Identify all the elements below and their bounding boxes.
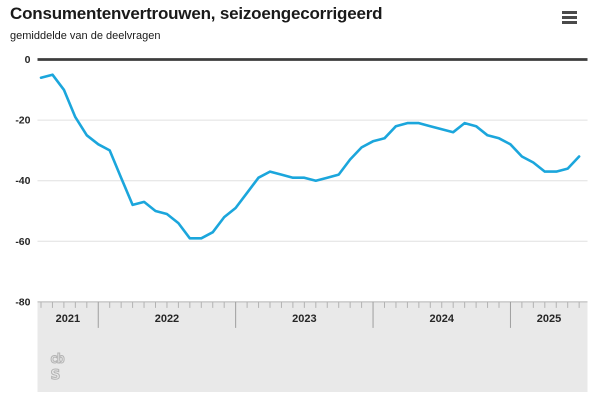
chart-title: Consumentenvertrouwen, seizoengecorrigee… bbox=[10, 4, 383, 23]
chart-subtitle: gemiddelde van de deelvragen bbox=[10, 30, 161, 42]
confidence-line bbox=[39, 73, 581, 240]
x-axis-panel bbox=[37, 301, 588, 392]
hamburger-icon bbox=[562, 20, 577, 24]
cbs-logo-cb: cb bbox=[50, 352, 65, 367]
chart-menu-button[interactable] bbox=[562, 9, 578, 25]
year-label: 2021 bbox=[56, 313, 80, 325]
year-label: 2022 bbox=[155, 313, 179, 325]
y-axis-tick-label: -80 bbox=[15, 296, 30, 308]
y-axis-tick-label: 0 bbox=[25, 54, 31, 66]
y-axis-tick-label: -60 bbox=[15, 236, 30, 248]
hamburger-icon bbox=[562, 15, 577, 19]
y-axis-tick-label: -20 bbox=[15, 115, 30, 127]
hamburger-icon bbox=[562, 10, 577, 14]
y-axis-tick-label: -40 bbox=[15, 175, 30, 187]
cbs-logo: cbs bbox=[50, 352, 67, 385]
year-label: 2023 bbox=[292, 313, 316, 325]
year-label: 2025 bbox=[537, 313, 561, 325]
cbs-logo-s: s bbox=[50, 363, 61, 384]
year-label: 2024 bbox=[430, 313, 455, 325]
